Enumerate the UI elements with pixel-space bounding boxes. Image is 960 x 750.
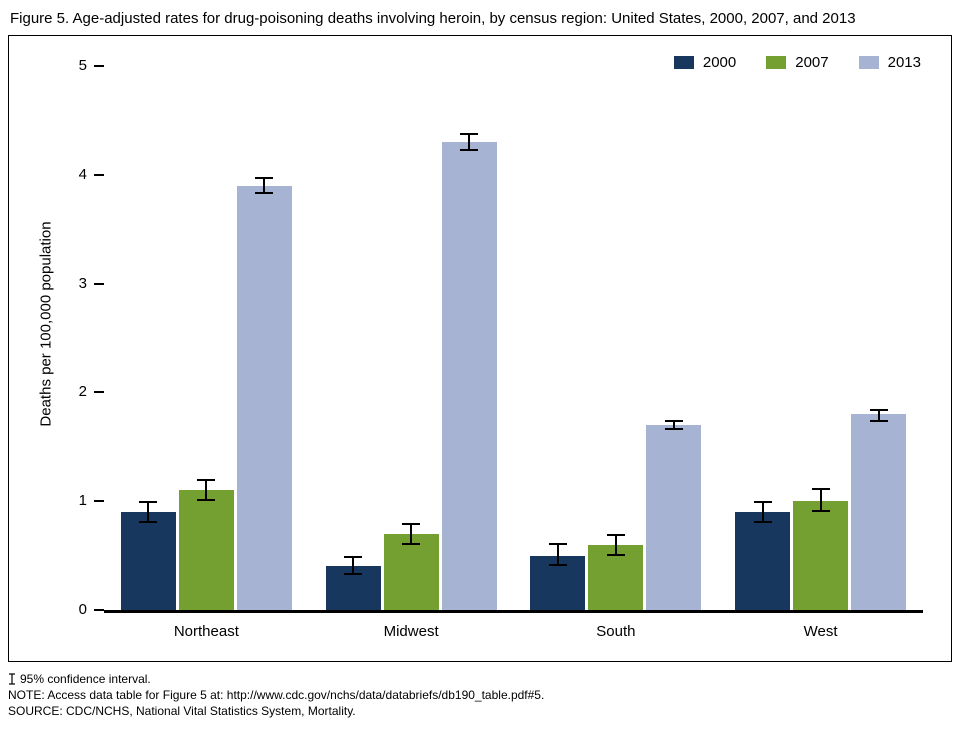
error-bar-line — [672, 421, 675, 429]
y-tick-label-3: 3 — [78, 274, 87, 292]
error-bar-line — [761, 503, 764, 521]
ci-footnote-text: 95% confidence interval. — [20, 672, 151, 686]
bar-2013-west — [851, 408, 907, 610]
y-tick-label-1: 1 — [78, 492, 87, 510]
legend-swatch-2007 — [766, 56, 787, 69]
error-bar-2013-south — [664, 419, 683, 431]
y-tick-label-2: 2 — [78, 383, 87, 401]
x-category-label-northeast: Northeast — [173, 623, 239, 640]
bar-2000-midwest — [325, 555, 381, 610]
error-bar-2007-midwest — [402, 522, 421, 545]
bar-2007-northeast — [178, 479, 234, 610]
x-category-label-south: South — [596, 623, 636, 640]
ci-footnote: 95% confidence interval. — [8, 671, 952, 687]
error-bar-2013-midwest — [460, 133, 479, 151]
x-category-label-west: West — [803, 623, 838, 640]
error-bar-2000-south — [548, 542, 567, 567]
error-bar-line — [819, 490, 822, 511]
y-tick-3 — [94, 282, 104, 285]
plot-area: 0 1 2 3 4 5 Northeast Midwest South West — [79, 57, 923, 640]
error-bar-line — [614, 535, 617, 554]
error-bar-2013-northeast — [255, 176, 274, 195]
legend: 2000 2007 2013 — [673, 54, 921, 71]
error-bar-line — [468, 135, 471, 149]
y-tick-4 — [94, 173, 104, 176]
error-bar-line — [352, 557, 355, 574]
error-bar-2000-midwest — [344, 555, 363, 576]
bar-2000-northeast — [120, 501, 176, 610]
error-bar-line — [556, 544, 559, 565]
error-bar-2007-west — [811, 488, 830, 513]
error-bar-2007-south — [606, 533, 625, 556]
y-tick-label-5: 5 — [78, 57, 87, 74]
bar-2007-midwest — [383, 522, 439, 610]
y-axis-title: Deaths per 100,000 population — [37, 220, 55, 427]
bar-2013-midwest — [441, 133, 497, 610]
bar-2007-south — [588, 533, 644, 610]
y-tick-label-0: 0 — [78, 601, 87, 618]
legend-label-2000: 2000 — [702, 54, 737, 71]
legend-label-2013: 2013 — [887, 54, 921, 71]
error-bar-line — [205, 481, 208, 500]
error-bar-2007-northeast — [197, 479, 216, 502]
legend-item-2000: 2000 — [673, 54, 737, 71]
bar-2007-west — [793, 488, 849, 610]
bar-group-west: West — [718, 66, 923, 640]
bar-group-midwest: Midwest — [309, 66, 514, 640]
bar-2000-west — [735, 501, 791, 610]
error-bar-2000-northeast — [139, 501, 158, 523]
x-category-label-midwest: Midwest — [383, 623, 439, 640]
legend-item-2013: 2013 — [858, 54, 921, 71]
y-tick-label-4: 4 — [78, 165, 87, 183]
bar-2000-south — [530, 542, 586, 610]
y-tick-1 — [94, 500, 104, 503]
y-tick-0 — [94, 609, 104, 611]
legend-swatch-2000 — [673, 56, 694, 69]
note-footnote: NOTE: Access data table for Figure 5 at:… — [8, 688, 545, 702]
figure-title: Figure 5. Age-adjusted rates for drug-po… — [10, 10, 856, 27]
bar-2013-northeast — [236, 176, 292, 610]
error-bar-line — [410, 524, 413, 543]
source-footnote: SOURCE: CDC/NCHS, National Vital Statist… — [8, 704, 356, 718]
error-bar-icon — [8, 673, 16, 685]
bar-2013-south — [646, 419, 702, 610]
legend-swatch-2013 — [858, 56, 879, 69]
error-bar-line — [147, 503, 150, 521]
bar-group-northeast: Northeast — [104, 66, 309, 640]
y-tick-2 — [94, 391, 104, 394]
legend-item-2007: 2007 — [766, 54, 829, 71]
legend-label-2007: 2007 — [795, 54, 829, 71]
chart-container: 2000 2007 2013 Deaths per 100,000 popula… — [8, 35, 952, 662]
error-bar-line — [877, 410, 880, 420]
error-bar-line — [263, 178, 266, 193]
bar-group-south: South — [514, 66, 719, 640]
footnotes: 95% confidence interval. NOTE: Access da… — [8, 671, 952, 719]
error-bar-2013-west — [869, 408, 888, 422]
error-bar-2000-west — [753, 501, 772, 523]
y-tick-5 — [94, 65, 104, 67]
